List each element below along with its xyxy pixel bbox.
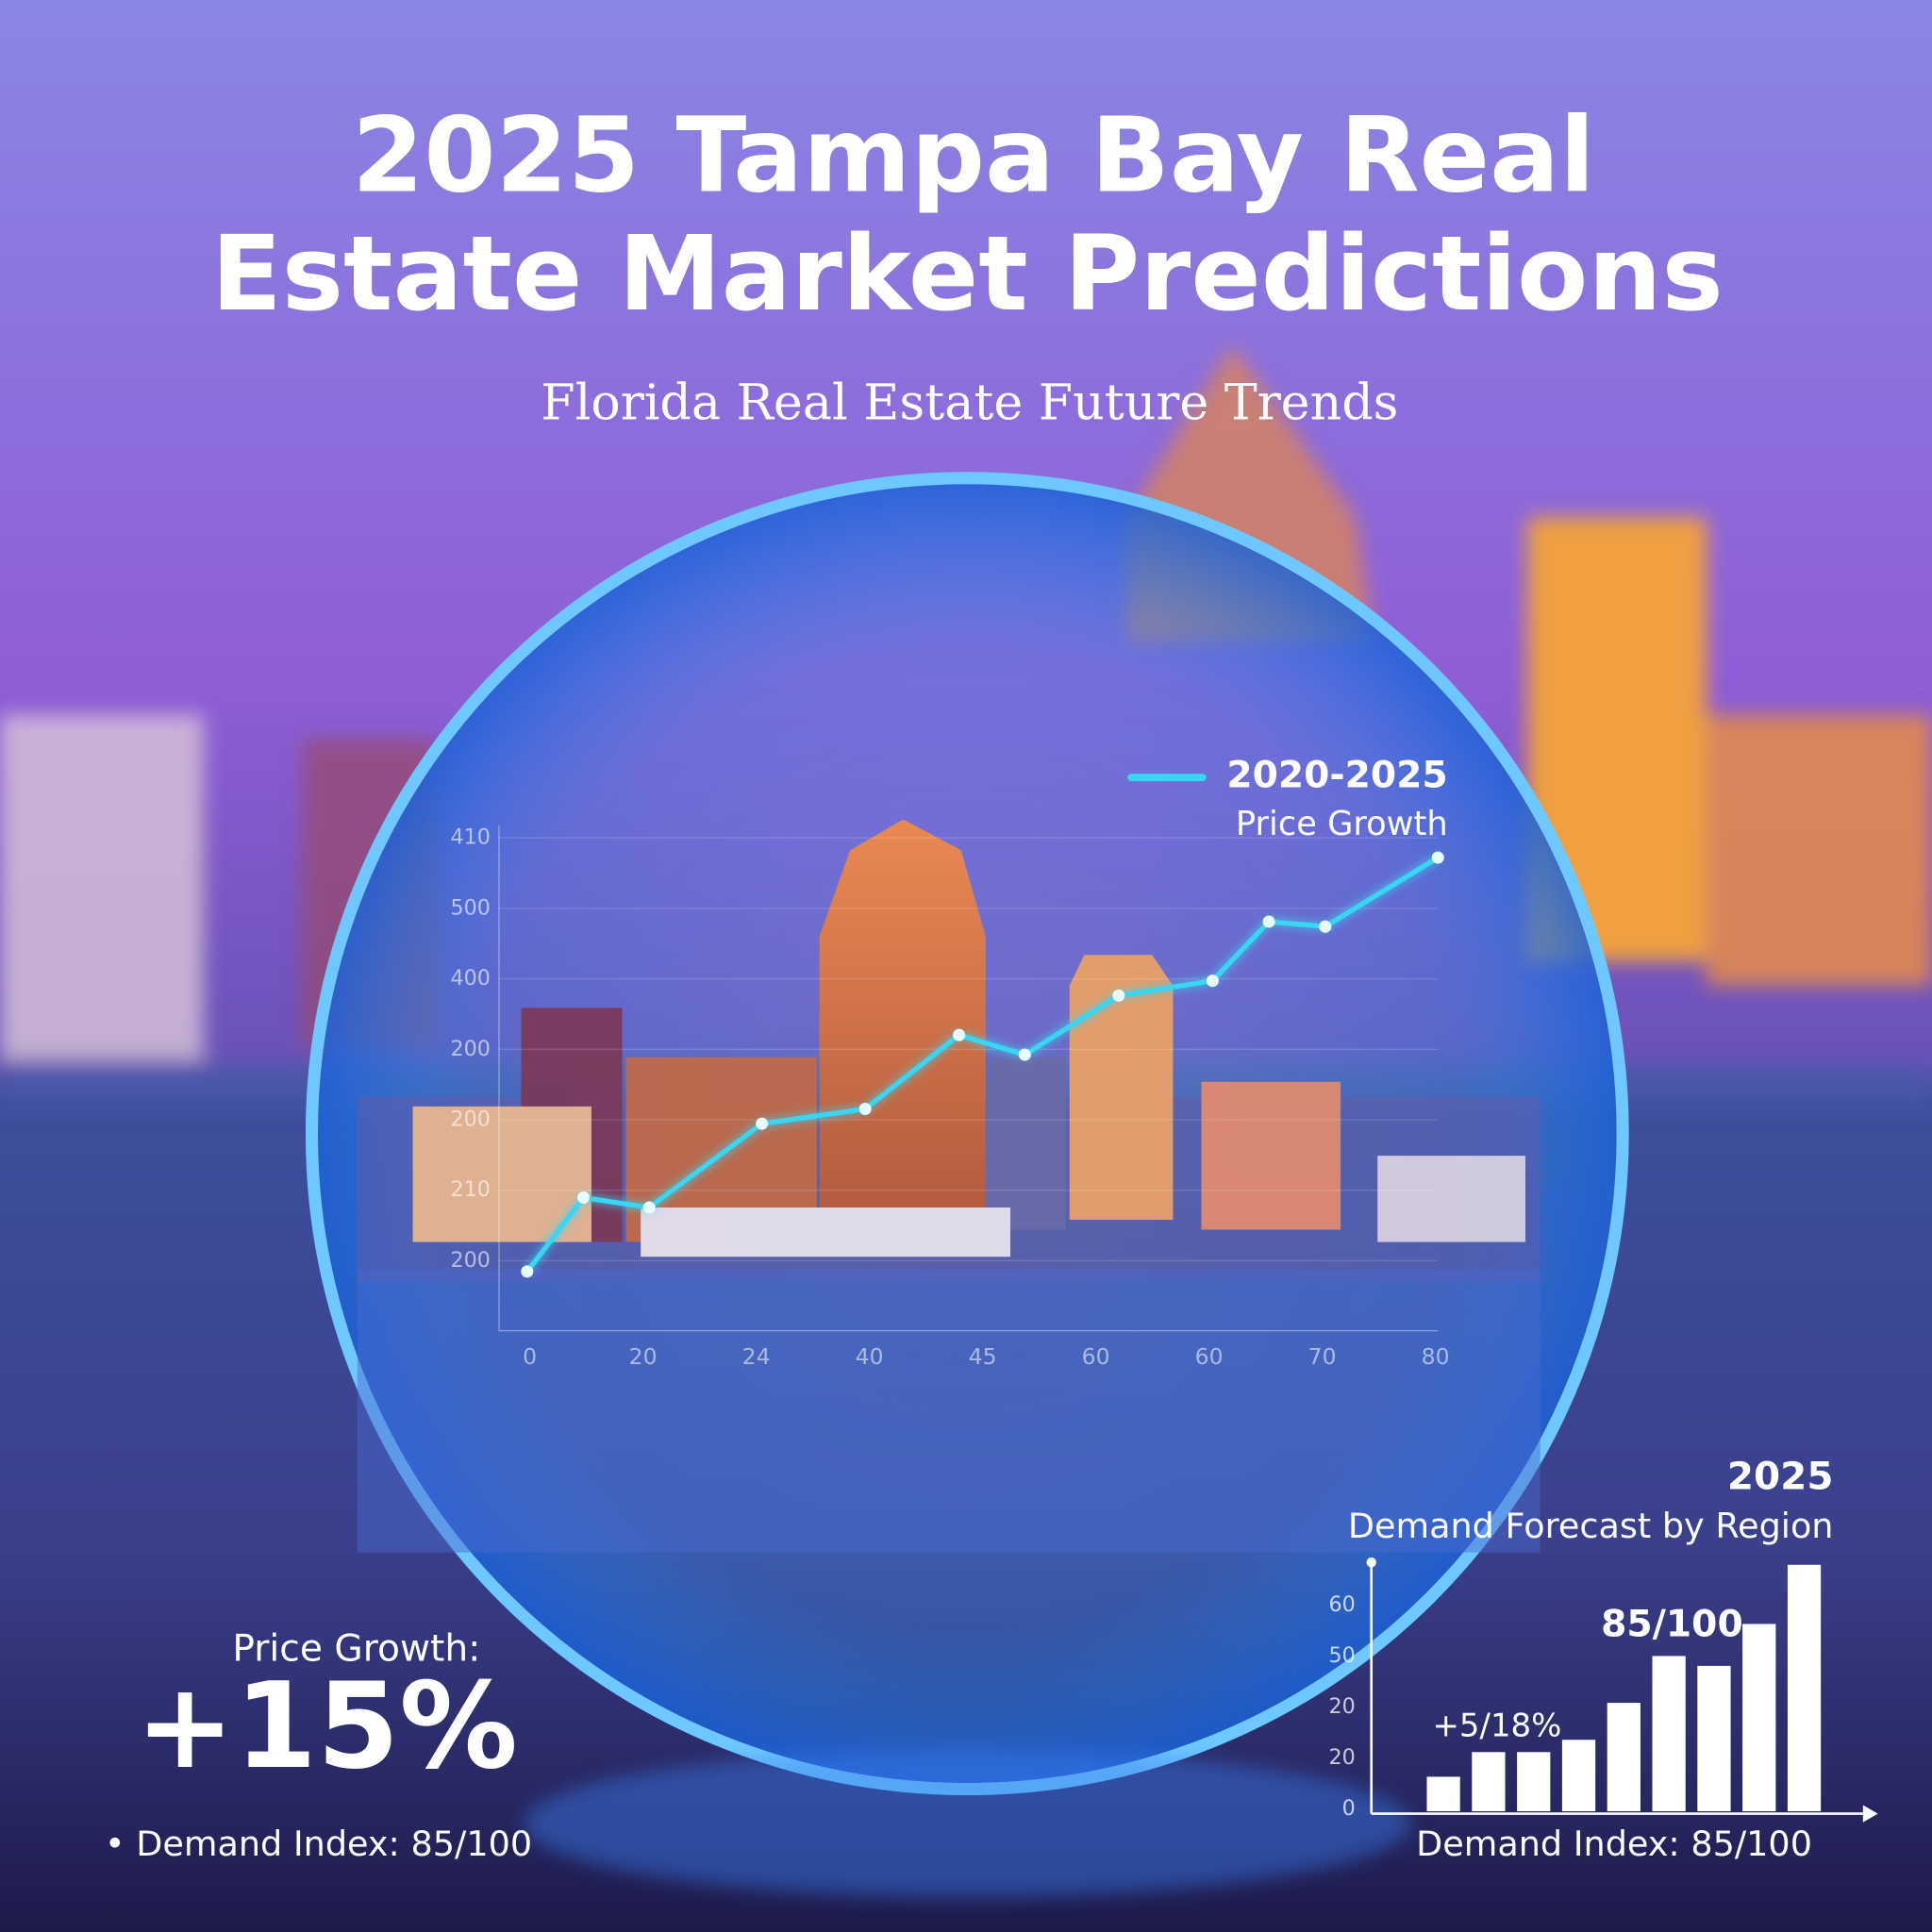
x-tick-label: 0 [523,1343,537,1370]
data-point [1431,851,1444,864]
data-point [521,1265,534,1278]
data-point [858,1102,872,1116]
bar [1561,1740,1596,1811]
stat-demand: • Demand Index: 85/100 [105,1824,532,1864]
data-point [756,1117,769,1130]
x-tick-label: 60 [1195,1343,1224,1370]
bar-annotation: 85/100 [1601,1604,1743,1646]
data-point [1262,915,1275,928]
x-tick-label: 60 [1082,1343,1110,1370]
bar-annotation: +5/18% [1432,1707,1561,1745]
data-point [953,1028,966,1041]
bar [1787,1564,1822,1811]
subtitle: Florida Real Estate Future Trends [541,375,1398,432]
x-tick-label: 45 [969,1343,997,1370]
legend-caption: Price Growth [1236,805,1448,843]
bar [1652,1656,1686,1811]
data-point [642,1201,656,1214]
y-tick-label: 400 [450,966,490,991]
x-tick-label: 40 [856,1343,884,1370]
stat-label: Price Growth: [232,1628,480,1671]
data-point [1319,920,1332,933]
y-tick-label: 60 [1329,1592,1356,1617]
bar [1426,1776,1460,1811]
data-point [1112,989,1125,1002]
x-tick-label: 80 [1422,1343,1450,1370]
bar [1607,1703,1641,1811]
y-tick-label: 500 [450,895,490,920]
axis-arrow [1862,1805,1878,1823]
bar [1517,1752,1551,1811]
bar-subtitle: Demand Forecast by Region [1348,1506,1834,1546]
y-tick-label: 410 [450,825,490,850]
stat-headline: +15% [136,1657,518,1795]
y-tick-label: 200 [450,1248,490,1273]
ball-skyline [357,819,1541,1553]
y-tick-label: 20 [1329,1745,1356,1770]
data-point [1206,974,1219,988]
title-line: Estate Market Predictions [211,213,1724,334]
x-tick-label: 20 [629,1343,658,1370]
y-tick-label: 50 [1329,1643,1356,1668]
bar [1697,1665,1731,1811]
data-point [1018,1048,1031,1061]
ball-reflection [524,1749,1411,1898]
title-line: 2025 Tampa Bay Real [352,95,1595,216]
y-tick-label: 200 [450,1108,490,1132]
data-line [525,855,1440,1274]
bar [1742,1624,1776,1811]
legend-label: 2020-2025 [1226,755,1447,797]
bar-title: 2025 [1727,1453,1834,1498]
axis-arrow [1366,1557,1376,1568]
x-tick-label: 70 [1308,1343,1337,1370]
y-tick-label: 210 [450,1177,490,1202]
bar [1472,1752,1506,1811]
bar-footer: Demand Index: 85/100 [1416,1824,1812,1864]
y-tick-label: 0 [1342,1796,1356,1821]
y-tick-label: 20 [1329,1694,1356,1719]
data-point [577,1191,591,1205]
x-tick-label: 24 [742,1343,771,1370]
y-tick-label: 200 [450,1037,490,1061]
